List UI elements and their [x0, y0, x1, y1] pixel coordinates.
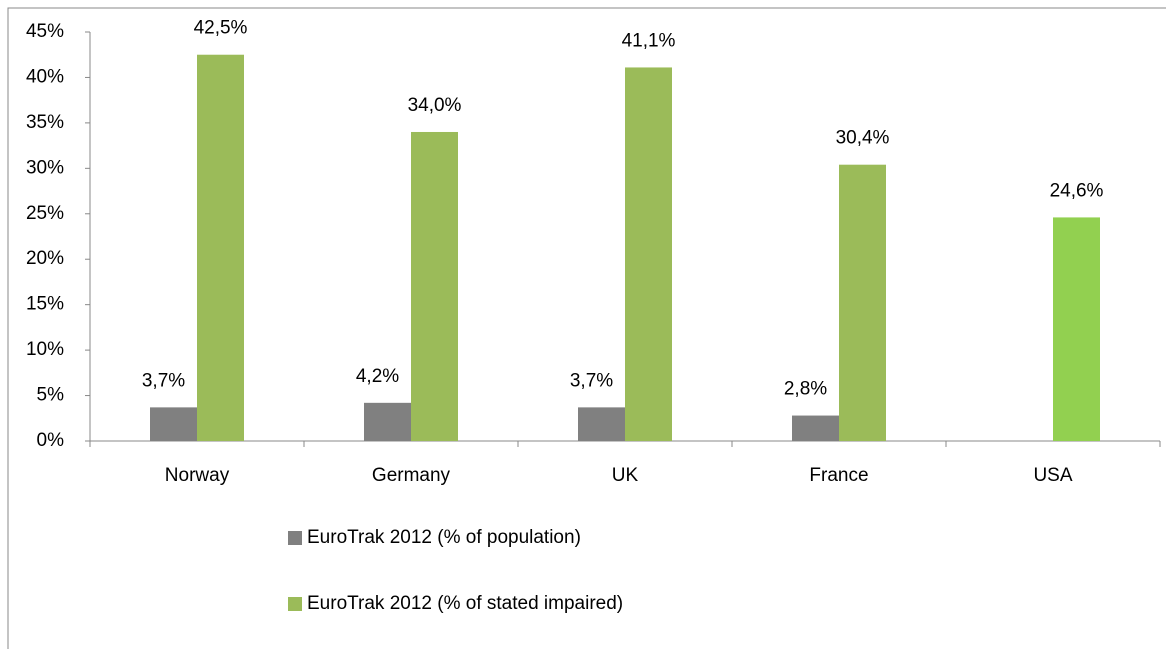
x-tick-label: UK: [612, 465, 639, 486]
bar: [578, 407, 625, 441]
y-tick-label: 40%: [26, 66, 64, 87]
bar: [625, 67, 672, 442]
bar: [364, 402, 411, 441]
chart-border: [7, 7, 1166, 649]
y-tick-label: 25%: [26, 203, 64, 224]
data-label: 34,0%: [408, 95, 462, 116]
data-label: 3,7%: [570, 370, 613, 391]
y-tick-label: 30%: [26, 157, 64, 178]
bar: [150, 407, 197, 441]
legend-label: EuroTrak 2012 (% of stated impaired): [307, 593, 623, 614]
bar: [792, 415, 839, 441]
data-label: 3,7%: [142, 370, 185, 391]
data-label: 41,1%: [622, 30, 676, 51]
data-label: 24,6%: [1050, 180, 1104, 201]
x-tick-label: Germany: [372, 465, 451, 486]
y-tick-label: 15%: [26, 294, 64, 315]
bar: [197, 54, 244, 441]
y-tick-label: 0%: [37, 430, 65, 451]
y-tick-label: 45%: [26, 21, 64, 42]
data-label: 4,2%: [356, 366, 399, 387]
bar: [839, 164, 886, 441]
x-tick-label: France: [809, 465, 868, 486]
y-tick-label: 5%: [37, 385, 65, 406]
data-label: 2,8%: [784, 379, 827, 400]
bar: [1053, 217, 1100, 441]
legend-swatch: [288, 597, 302, 611]
legend-swatch: [288, 531, 302, 545]
data-label: 30,4%: [836, 128, 890, 149]
x-tick-label: USA: [1033, 465, 1072, 486]
y-tick-label: 35%: [26, 112, 64, 133]
y-tick-label: 10%: [26, 339, 64, 360]
legend-label: EuroTrak 2012 (% of population): [307, 527, 581, 548]
x-tick-label: Norway: [165, 465, 230, 486]
bar: [411, 131, 458, 441]
y-tick-label: 20%: [26, 248, 64, 269]
data-label: 42,5%: [194, 18, 248, 39]
